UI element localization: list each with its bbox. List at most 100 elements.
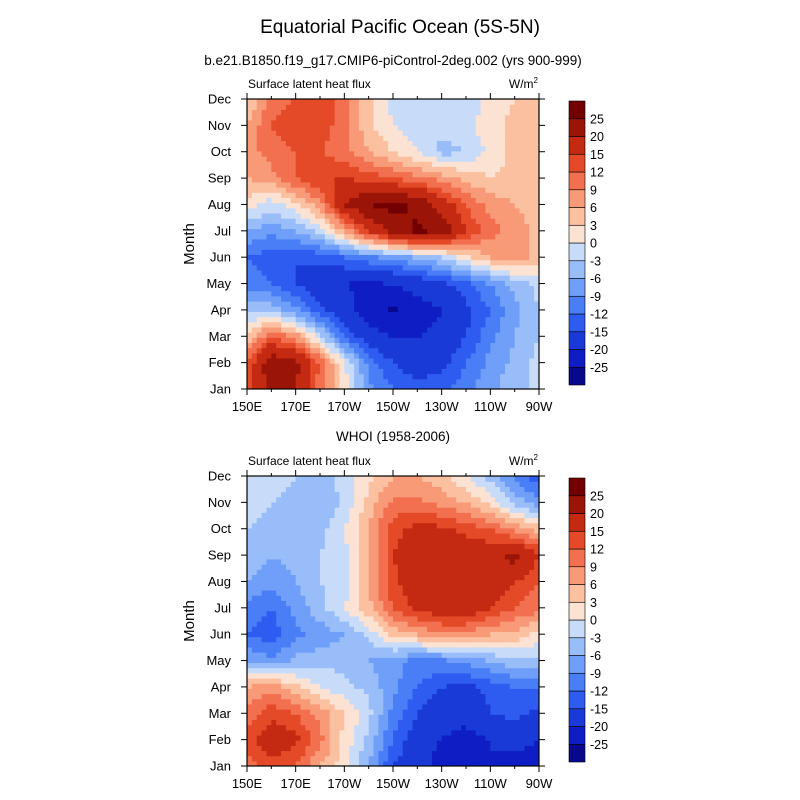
heatmap-cell xyxy=(261,295,268,302)
heatmap-cell xyxy=(509,646,516,653)
heatmap-cell xyxy=(431,363,438,369)
heatmap-cell xyxy=(514,233,521,240)
heatmap-cell xyxy=(266,378,272,385)
heatmap-cell xyxy=(436,667,443,674)
heatmap-cell xyxy=(490,363,496,369)
heatmap-cell xyxy=(324,760,331,766)
heatmap-cell xyxy=(324,652,331,658)
heatmap-cell xyxy=(368,228,375,235)
heatmap-cell xyxy=(368,693,375,700)
heatmap-cell xyxy=(417,197,423,204)
heatmap-cell xyxy=(300,641,306,648)
heatmap-cell xyxy=(524,703,530,710)
heatmap-cell xyxy=(247,145,253,152)
heatmap-cell xyxy=(393,709,399,715)
heatmap-cell xyxy=(276,233,282,240)
heatmap-cell xyxy=(451,378,457,385)
heatmap-cell xyxy=(310,750,316,757)
heatmap-cell xyxy=(247,295,253,302)
heatmap-cell xyxy=(461,657,467,664)
heatmap-cell xyxy=(514,698,521,705)
heatmap-cell xyxy=(451,734,457,741)
heatmap-cell xyxy=(461,104,467,110)
heatmap-cell xyxy=(276,342,282,349)
heatmap-cell xyxy=(329,228,336,235)
heatmap-cell xyxy=(285,677,292,684)
heatmap-cell xyxy=(315,683,321,689)
heatmap-cell xyxy=(509,176,516,183)
heatmap-cell xyxy=(422,311,428,318)
heatmap-cell xyxy=(504,244,511,250)
heatmap-cell xyxy=(529,295,535,302)
heatmap-cell xyxy=(514,161,521,167)
heatmap-cell xyxy=(519,244,525,250)
heatmap-cell xyxy=(271,646,277,653)
heatmap-cell xyxy=(441,698,448,705)
heatmap-cell xyxy=(276,683,282,689)
heatmap-cell xyxy=(339,368,345,375)
heatmap-cell xyxy=(388,124,394,131)
heatmap-cell xyxy=(470,342,477,349)
heatmap-cell xyxy=(431,228,438,235)
heatmap-cell xyxy=(281,373,287,380)
heatmap-cell xyxy=(358,161,365,167)
heatmap-cell xyxy=(397,698,404,705)
heatmap-cell xyxy=(534,244,539,250)
heatmap-cell xyxy=(397,290,404,297)
heatmap-cell xyxy=(412,734,418,741)
heatmap-cell xyxy=(388,171,394,178)
heatmap-cell xyxy=(407,750,414,757)
heatmap-cell xyxy=(305,212,311,219)
colorbar-box xyxy=(568,349,586,368)
heatmap-cell xyxy=(475,755,482,762)
heatmap-cell xyxy=(480,119,487,126)
heatmap-cell xyxy=(451,140,457,147)
heatmap-cell xyxy=(422,176,428,183)
heatmap-cell xyxy=(363,352,370,359)
heatmap-cell xyxy=(305,740,311,746)
heatmap-cell xyxy=(354,677,360,684)
heatmap-cell xyxy=(480,109,487,116)
heatmap-cell xyxy=(436,295,443,302)
heatmap-cell xyxy=(456,109,462,116)
heatmap-cell xyxy=(524,688,530,695)
heatmap-cell xyxy=(334,683,341,689)
heatmap-cell xyxy=(417,228,423,235)
heatmap-cell xyxy=(480,228,487,235)
heatmap-cell xyxy=(378,254,384,261)
heatmap-cell xyxy=(383,212,389,219)
heatmap-cell xyxy=(285,249,292,255)
heatmap-cell xyxy=(485,197,491,204)
heatmap-cell xyxy=(490,698,496,705)
heatmap-cell xyxy=(315,135,321,142)
heatmap-cell xyxy=(393,641,399,648)
heatmap-cell xyxy=(402,714,409,720)
heatmap-cell xyxy=(480,244,487,250)
heatmap-cell xyxy=(349,667,355,674)
heatmap-cell xyxy=(436,311,443,318)
heatmap-cell xyxy=(344,197,350,204)
heatmap-cell xyxy=(266,254,272,261)
heatmap-cell xyxy=(266,332,272,338)
heatmap-cell xyxy=(480,161,487,167)
heatmap-cell xyxy=(519,124,525,131)
heatmap-cell xyxy=(446,187,452,193)
heatmap-cell xyxy=(431,672,438,679)
heatmap-cell xyxy=(349,672,355,679)
heatmap-cell xyxy=(509,119,516,126)
heatmap-cell xyxy=(378,202,384,209)
heatmap-cell xyxy=(344,373,350,380)
heatmap-cell xyxy=(412,657,418,664)
heatmap-cell xyxy=(388,218,394,224)
heatmap-cell xyxy=(402,161,409,167)
heatmap-cell xyxy=(466,197,472,204)
heatmap-cell xyxy=(354,688,360,695)
heatmap-cell xyxy=(344,207,350,214)
heatmap-cell xyxy=(354,646,360,653)
heatmap-cell xyxy=(305,233,311,240)
heatmap-cell xyxy=(480,352,487,359)
heatmap-cell xyxy=(368,667,375,674)
heatmap-cell xyxy=(310,683,316,689)
heatmap-cell xyxy=(529,114,535,121)
heatmap-cell xyxy=(247,755,253,762)
